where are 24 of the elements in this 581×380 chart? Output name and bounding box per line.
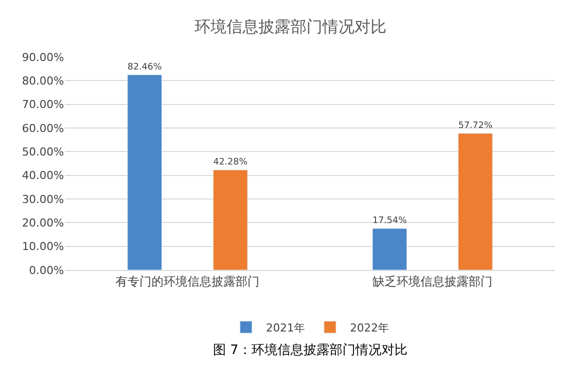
caption: 图 7：环境信息披露部门情况对比	[213, 342, 408, 358]
bar	[372, 228, 408, 270]
data-label: 82.46%	[127, 62, 162, 72]
data-label: 17.54%	[372, 216, 408, 226]
data-label: 57.72%	[458, 120, 493, 131]
bar	[127, 74, 162, 270]
x-tick-label: 有专门的环境信息披露部门	[116, 274, 260, 288]
y-tick-label: 40.00%	[22, 169, 64, 182]
y-tick-label: 10.00%	[22, 240, 64, 254]
y-tick-label: 20.00%	[22, 216, 64, 230]
bar	[458, 133, 493, 270]
data-label: 42.28%	[213, 157, 248, 168]
y-tick-label: 80.00%	[22, 74, 64, 88]
y-tick-label: 70.00%	[22, 98, 64, 112]
y-tick-label: 0.00%	[29, 264, 64, 277]
bar	[212, 170, 248, 270]
y-tick-label: 30.00%	[22, 192, 64, 206]
y-tick-label: 60.00%	[22, 122, 64, 135]
y-tick-label: 90.00%	[22, 50, 64, 64]
chart-title: 环境信息披露部门情况对比	[194, 17, 386, 36]
legend-label: 2021年	[266, 321, 305, 334]
y-tick-label: 50.00%	[22, 146, 64, 159]
legend-label: 2022年	[350, 321, 389, 334]
x-tick-label: 缺乏环境信息披露部门	[372, 274, 492, 288]
